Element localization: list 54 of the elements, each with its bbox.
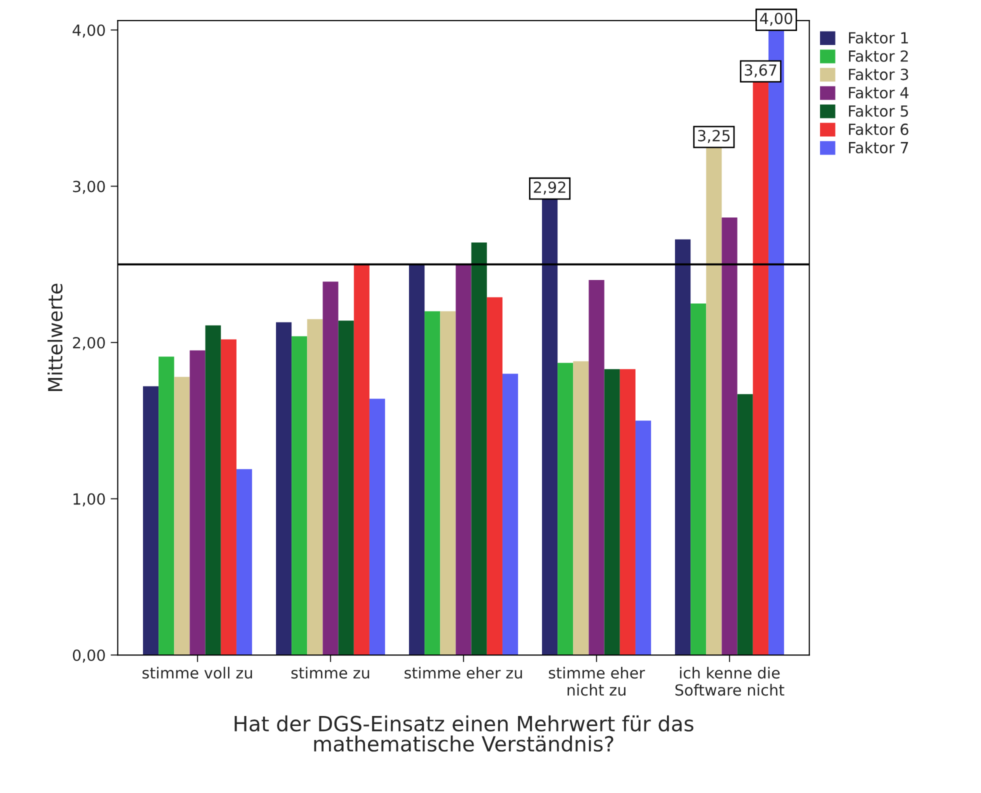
bar xyxy=(369,398,386,656)
bar xyxy=(408,264,425,656)
bar xyxy=(440,311,456,656)
bar xyxy=(486,297,502,656)
x-tick-label: stimme eher nicht zu xyxy=(548,666,646,696)
bar xyxy=(722,218,738,656)
bar xyxy=(424,311,440,656)
bar xyxy=(674,239,691,656)
bar xyxy=(276,322,292,656)
y-tick-label: 4,00 xyxy=(72,24,105,38)
bar xyxy=(322,282,338,656)
y-tick-label: 1,00 xyxy=(74,493,105,506)
bar xyxy=(307,319,323,656)
data-label: 2,92 xyxy=(534,181,566,195)
bar xyxy=(190,350,206,656)
legend-label: Faktor 5 xyxy=(849,104,908,117)
x-tick-label: stimme voll zu xyxy=(142,666,252,679)
data-label: 4,00 xyxy=(760,12,792,26)
bar xyxy=(456,264,472,656)
legend-label: Faktor 1 xyxy=(849,32,908,44)
data-label: 3,67 xyxy=(744,64,776,78)
bar xyxy=(635,420,652,656)
x-tick-label: stimme zu xyxy=(291,666,370,679)
x-tick-label: stimme eher zu xyxy=(404,666,522,679)
x-tick-label: ich kenne die Software nicht xyxy=(675,666,784,696)
legend-label: Faktor 7 xyxy=(849,142,908,154)
y-tick-label: 3,00 xyxy=(73,180,105,194)
y-tick-label: 0,00 xyxy=(72,649,105,663)
bar xyxy=(737,394,753,656)
legend-label: Faktor 6 xyxy=(849,123,908,136)
bar xyxy=(690,303,706,656)
bar xyxy=(588,280,604,656)
bar xyxy=(142,386,159,656)
bar xyxy=(338,320,354,656)
bar xyxy=(174,376,190,656)
legend-label: Faktor 4 xyxy=(849,86,908,99)
bar xyxy=(158,356,174,656)
bar xyxy=(573,361,589,656)
y-tick-label: 2,00 xyxy=(73,336,105,350)
x-axis-title: Hat der DGS-Einsatz einen Mehrwert für das mathematische Verständnis? xyxy=(234,715,694,752)
bar xyxy=(292,336,308,656)
bar xyxy=(220,339,236,656)
bar xyxy=(471,242,487,656)
bar xyxy=(502,374,518,656)
legend-label: Faktor 3 xyxy=(849,68,908,80)
bar xyxy=(604,369,620,656)
legend-label: Faktor 2 xyxy=(849,50,908,62)
bar xyxy=(620,369,636,656)
data-label: 3,25 xyxy=(698,130,730,144)
bar xyxy=(205,325,221,656)
bar xyxy=(558,362,574,656)
bar xyxy=(354,264,370,656)
y-axis-title: Mittelwerte xyxy=(48,284,63,392)
bar xyxy=(236,469,252,656)
